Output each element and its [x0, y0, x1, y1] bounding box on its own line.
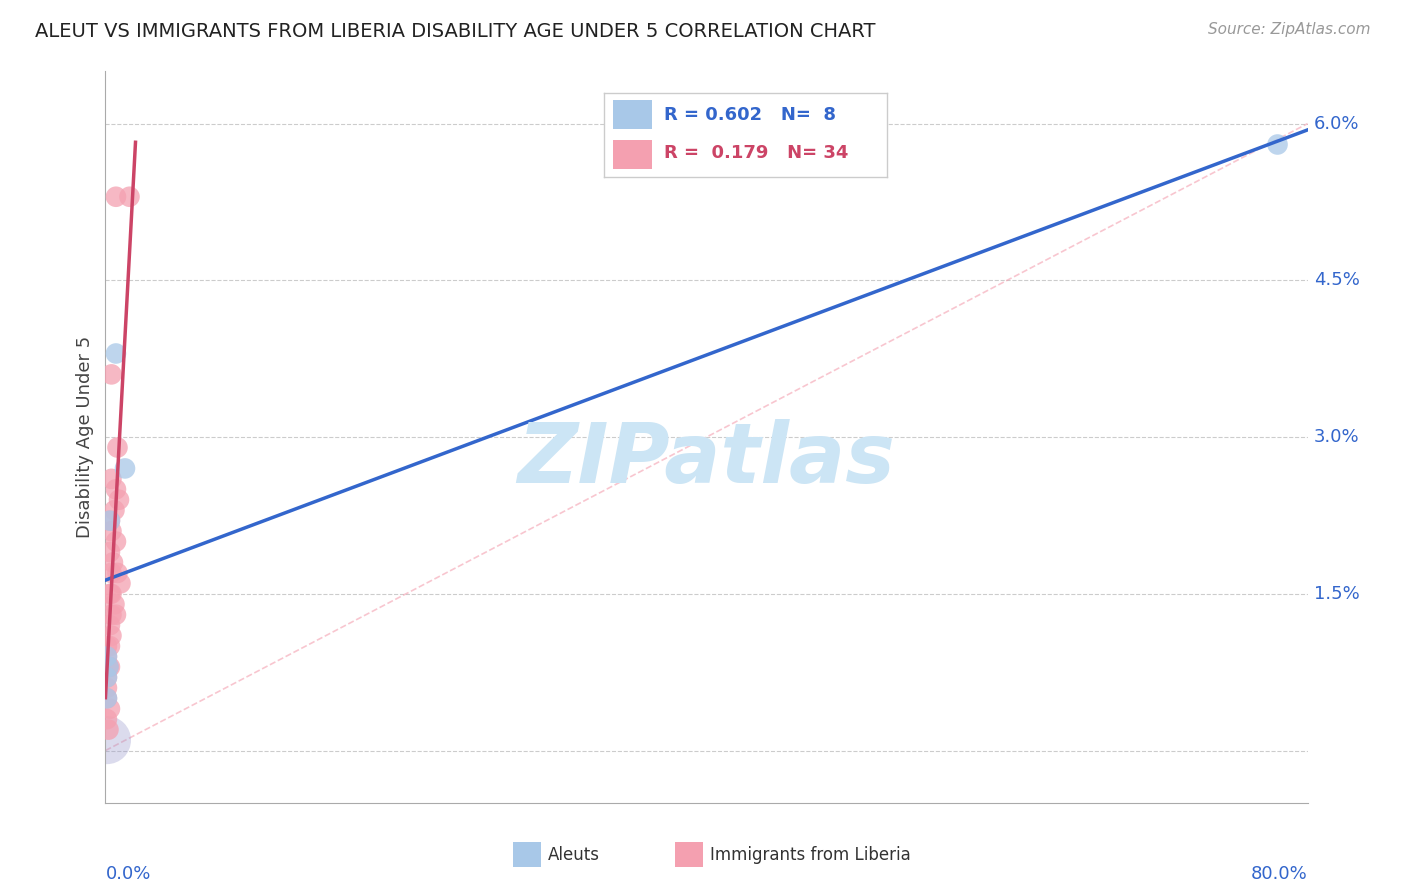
Point: [98, 587, 121, 601]
Text: 6.0%: 6.0%: [1313, 114, 1360, 133]
Point: [100, 524, 122, 538]
Point: [98, 639, 121, 653]
Text: Immigrants from Liberia: Immigrants from Liberia: [710, 846, 911, 863]
Point: [96, 649, 118, 664]
Point: [1267, 137, 1289, 152]
Point: [100, 368, 122, 382]
Text: 1.5%: 1.5%: [1313, 585, 1360, 603]
Point: [98, 545, 121, 559]
Point: [97, 660, 120, 674]
Point: [100, 587, 122, 601]
Text: ZIPatlas: ZIPatlas: [517, 418, 896, 500]
Point: [98, 514, 121, 528]
Point: [96, 670, 118, 684]
Point: [96, 691, 118, 706]
Y-axis label: Disability Age Under 5: Disability Age Under 5: [76, 336, 94, 538]
Text: Aleuts: Aleuts: [548, 846, 600, 863]
Text: R =  0.179   N= 34: R = 0.179 N= 34: [664, 145, 848, 162]
Point: [98, 660, 121, 674]
Point: [110, 576, 132, 591]
Text: 80.0%: 80.0%: [1251, 865, 1308, 883]
Point: [104, 534, 127, 549]
Point: [96, 649, 118, 664]
Text: Source: ZipAtlas.com: Source: ZipAtlas.com: [1208, 22, 1371, 37]
Point: [96, 733, 118, 747]
Point: [98, 702, 121, 716]
Point: [100, 607, 122, 622]
Point: [104, 607, 127, 622]
Point: [118, 190, 141, 204]
Text: 4.5%: 4.5%: [1313, 271, 1360, 289]
Point: [97, 723, 120, 737]
Text: R = 0.602   N=  8: R = 0.602 N= 8: [664, 106, 835, 124]
Point: [100, 472, 122, 486]
Text: 0.0%: 0.0%: [105, 865, 150, 883]
FancyBboxPatch shape: [613, 100, 652, 129]
Point: [104, 483, 127, 497]
Point: [100, 566, 122, 580]
Point: [96, 670, 118, 684]
Point: [96, 712, 118, 726]
Text: 3.0%: 3.0%: [1313, 428, 1360, 446]
Point: [107, 441, 129, 455]
Point: [101, 556, 124, 570]
Point: [104, 346, 127, 360]
Point: [98, 618, 121, 632]
Point: [114, 461, 136, 475]
FancyBboxPatch shape: [613, 139, 652, 169]
Point: [100, 629, 122, 643]
Text: ALEUT VS IMMIGRANTS FROM LIBERIA DISABILITY AGE UNDER 5 CORRELATION CHART: ALEUT VS IMMIGRANTS FROM LIBERIA DISABIL…: [35, 22, 876, 41]
Point: [104, 190, 127, 204]
Point: [107, 566, 129, 580]
Point: [96, 639, 118, 653]
Point: [97, 660, 120, 674]
Point: [96, 681, 118, 695]
Point: [108, 492, 131, 507]
Point: [103, 597, 125, 611]
Point: [103, 503, 125, 517]
Point: [96, 691, 118, 706]
Point: [98, 514, 121, 528]
